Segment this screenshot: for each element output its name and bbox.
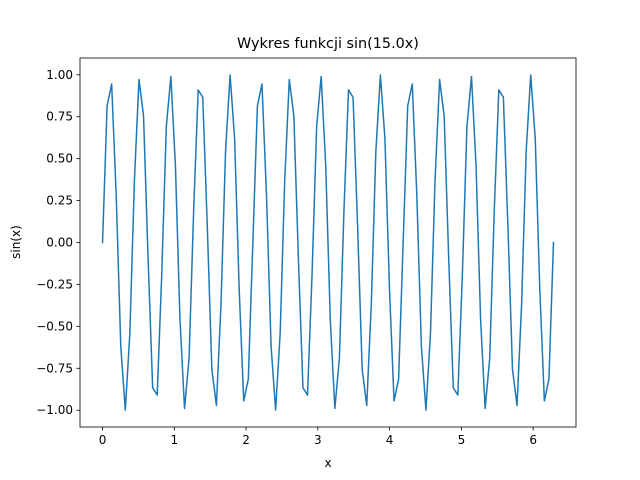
x-tick-label: 5 — [458, 433, 466, 447]
y-tick-label: 0.50 — [46, 152, 73, 166]
y-axis-label: sin(x) — [9, 225, 23, 259]
y-tick-label: −0.75 — [36, 361, 73, 375]
y-tick-label: −0.25 — [36, 277, 73, 291]
x-tick-label: 0 — [99, 433, 107, 447]
x-axis-label: x — [324, 456, 331, 470]
y-tick-label: 0.25 — [46, 194, 73, 208]
x-tick-label: 6 — [529, 433, 537, 447]
plot-area: 0 1 2 3 4 5 6 −1.00 −0.75 −0.50 −0.25 0.00 0.25 0.50 0… — [36, 57, 577, 447]
y-tick-label: 0.00 — [46, 236, 73, 250]
x-tick-label: 3 — [314, 433, 322, 447]
y-tick-label: 0.75 — [46, 110, 73, 124]
y-tick-label: −1.00 — [36, 403, 73, 417]
x-tick-label: 2 — [242, 433, 250, 447]
series-line — [101, 74, 555, 411]
x-tick-label: 4 — [386, 433, 394, 447]
chart-title: Wykres funkcji sin(15.0x) — [237, 36, 419, 52]
y-tick-label: 1.00 — [46, 68, 73, 82]
x-tick-label: 1 — [170, 433, 178, 447]
y-tick-label: −0.50 — [36, 319, 73, 333]
